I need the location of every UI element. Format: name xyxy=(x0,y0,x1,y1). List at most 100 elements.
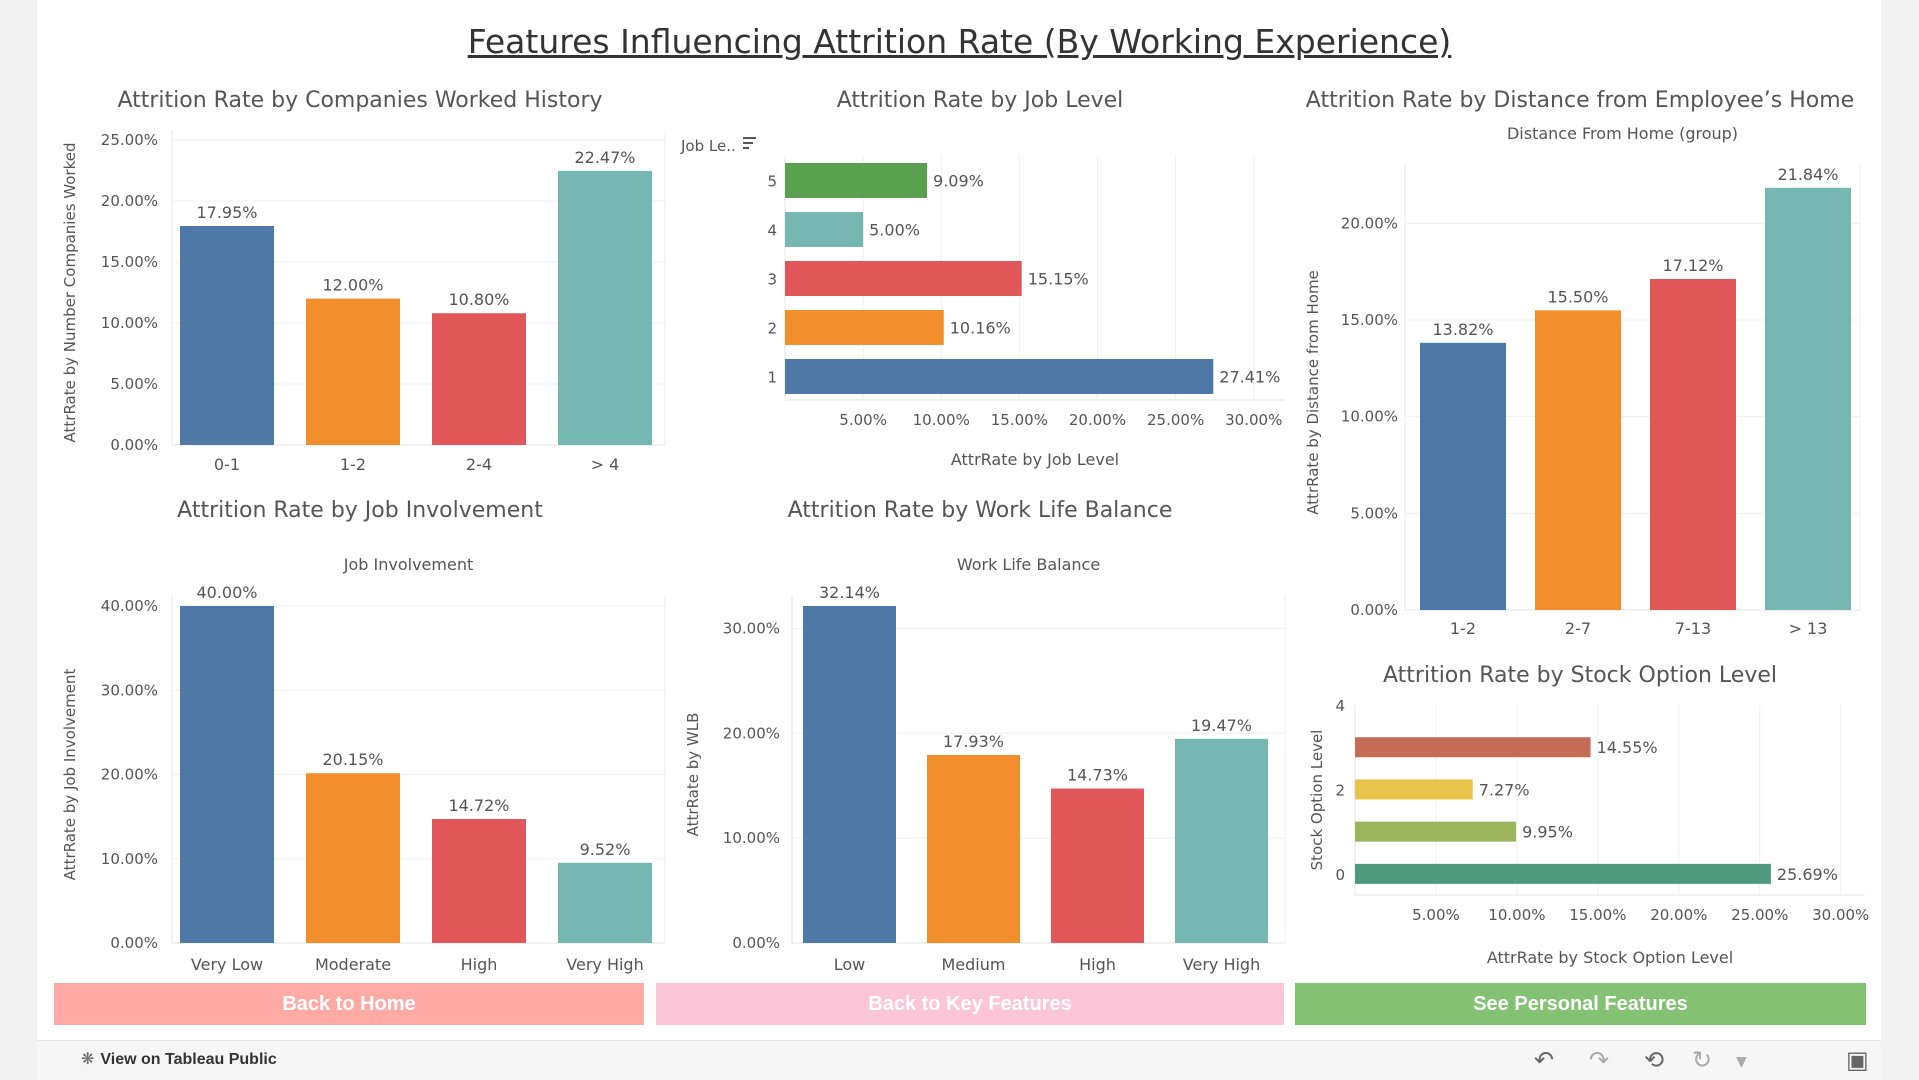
wlb-data-label: 19.47% xyxy=(1191,716,1252,735)
joblevel-x-tick-label: 30.00% xyxy=(1225,411,1282,429)
wlb-category-label: High xyxy=(1079,955,1116,974)
joblevel-x-tick-label: 20.00% xyxy=(1069,411,1126,429)
distance-y-tick-label: 20.00% xyxy=(1341,214,1398,232)
involvement-bar xyxy=(180,606,274,943)
companies-y-tick-label: 0.00% xyxy=(110,436,158,454)
wlb-bar xyxy=(803,606,896,943)
joblevel-data-label: 10.16% xyxy=(950,319,1011,338)
joblevel-x-axis-title: AttrRate by Job Level xyxy=(951,450,1119,469)
view-on-tableau-public-link[interactable]: ❋ View on Tableau Public xyxy=(81,1049,277,1069)
stock-y-tick-label: 0 xyxy=(1335,866,1345,884)
companies-category-label: 2-4 xyxy=(466,455,492,474)
distance-group: 0.00% 5.00% 10.00% 15.00% 20.00% 13.82% 1-2 15.… xyxy=(1304,124,1861,638)
distance-category-label: 1-2 xyxy=(1450,619,1476,638)
stock-y-axis-title: Stock Option Level xyxy=(1308,730,1326,871)
fullscreen-icon[interactable]: ▣ xyxy=(1846,1046,1869,1074)
involvement-data-label: 40.00% xyxy=(196,583,257,602)
back-to-home-button[interactable]: Back to Home xyxy=(54,983,644,1025)
wlb-y-axis-title: AttrRate by WLB xyxy=(684,713,702,837)
involvement-bar xyxy=(306,773,400,943)
wlb-subtitle: Work Life Balance xyxy=(957,555,1100,574)
distance-category-label: > 13 xyxy=(1789,619,1828,638)
involvement-data-label: 20.15% xyxy=(322,750,383,769)
stock-bar xyxy=(1355,863,1771,884)
companies-category-label: 1-2 xyxy=(340,455,366,474)
revert-icon[interactable]: ⟲ xyxy=(1644,1046,1665,1074)
stock-x-tick-label: 20.00% xyxy=(1650,906,1707,924)
companies-data-label: 12.00% xyxy=(322,276,383,295)
distance-bar xyxy=(1650,279,1736,610)
wlb-y-tick-label: 0.00% xyxy=(732,934,780,952)
involvement-category-label: Very Low xyxy=(191,955,263,974)
distance-data-label: 21.84% xyxy=(1777,165,1838,184)
companies-bar xyxy=(558,170,652,445)
stock-x-tick-label: 25.00% xyxy=(1731,906,1788,924)
distance-bar xyxy=(1535,310,1621,610)
refresh-icon[interactable]: ↻ xyxy=(1692,1046,1713,1074)
companies-bar xyxy=(432,313,526,445)
dashboard-title: Features Influencing Attrition Rate (By … xyxy=(467,22,1452,61)
companies-y-tick-label: 20.00% xyxy=(101,192,158,210)
stock-data-label: 14.55% xyxy=(1597,738,1658,757)
companies-data-label: 22.47% xyxy=(574,148,635,167)
joblevel-category-label: 1 xyxy=(767,369,777,387)
joblevel-category-label: 3 xyxy=(767,271,777,289)
stock-group: 5.00% 10.00% 15.00% 20.00% 25.00% 30.00% 0 2 4 14… xyxy=(1308,697,1869,967)
wlb-y-tick-label: 20.00% xyxy=(723,724,780,742)
chart-title-stock-option: Attrition Rate by Stock Option Level xyxy=(1383,663,1777,688)
involvement-bar xyxy=(432,818,526,943)
companies-y-axis-title: AttrRate by Number Companies Worked xyxy=(61,143,79,443)
companies-y-tick-label: 15.00% xyxy=(101,253,158,271)
see-personal-features-button[interactable]: See Personal Features xyxy=(1295,983,1866,1025)
stock-x-axis-title: AttrRate by Stock Option Level xyxy=(1487,948,1733,967)
joblevel-data-label: 5.00% xyxy=(869,221,920,240)
stock-data-label: 25.69% xyxy=(1777,865,1838,884)
companies-category-label: > 4 xyxy=(591,455,620,474)
distance-y-tick-label: 10.00% xyxy=(1341,408,1398,426)
joblevel-bar xyxy=(785,310,944,345)
companies-data-label: 10.80% xyxy=(448,290,509,309)
tableau-toolbar: ❋ View on Tableau Public ↶ ↷ ⟲ ↻ ▼ ▣ xyxy=(37,1040,1881,1080)
distance-y-axis-title: AttrRate by Distance from Home xyxy=(1304,270,1322,515)
redo-icon[interactable]: ↷ xyxy=(1589,1046,1610,1074)
wlb-data-label: 32.14% xyxy=(819,583,880,602)
back-to-key-features-button[interactable]: Back to Key Features xyxy=(656,983,1284,1025)
wlb-category-label: Medium xyxy=(942,955,1006,974)
distance-y-tick-label: 15.00% xyxy=(1341,311,1398,329)
stock-data-label: 7.27% xyxy=(1479,780,1530,799)
wlb-bar xyxy=(927,754,1020,943)
stock-bar xyxy=(1355,779,1473,800)
joblevel-data-label: 15.15% xyxy=(1028,270,1089,289)
chart-title-job-involvement: Attrition Rate by Job Involvement xyxy=(177,498,543,523)
joblevel-group: 5.00% 10.00% 15.00% 20.00% 25.00% 30.00%9.09%… xyxy=(680,137,1285,469)
stock-x-tick-label: 30.00% xyxy=(1812,906,1869,924)
wlb-data-label: 17.93% xyxy=(943,732,1004,751)
joblevel-bar xyxy=(785,212,864,247)
undo-icon[interactable]: ↶ xyxy=(1534,1046,1555,1074)
involvement-y-axis-title: AttrRate by Job Involvement xyxy=(61,669,79,881)
stock-x-tick-label: 15.00% xyxy=(1569,906,1626,924)
involvement-bar xyxy=(558,862,652,943)
distance-y-tick-label: 0.00% xyxy=(1350,601,1398,619)
involvement-category-label: Moderate xyxy=(315,955,391,974)
wlb-group: 0.00% 10.00% 20.00% 30.00% 32.14% Low 17.93% Me… xyxy=(684,555,1286,974)
joblevel-category-label: 2 xyxy=(767,320,777,338)
wlb-bar xyxy=(1175,738,1268,943)
joblevel-row-header: Job Le.. xyxy=(680,137,736,155)
wlb-y-tick-label: 30.00% xyxy=(723,619,780,637)
stock-x-tick-label: 5.00% xyxy=(1412,906,1460,924)
joblevel-category-label: 4 xyxy=(767,222,777,240)
joblevel-data-label: 27.41% xyxy=(1219,368,1280,387)
chart-title-work-life-balance: Attrition Rate by Work Life Balance xyxy=(787,498,1173,523)
dropdown-icon[interactable]: ▼ xyxy=(1736,1054,1747,1070)
wlb-category-label: Very High xyxy=(1183,955,1260,974)
involvement-y-tick-label: 30.00% xyxy=(101,681,158,699)
distance-subtitle: Distance From Home (group) xyxy=(1507,124,1738,143)
stock-y-tick-label: 4 xyxy=(1335,697,1345,715)
involvement-y-tick-label: 0.00% xyxy=(110,934,158,952)
companies-category-label: 0-1 xyxy=(214,455,240,474)
distance-y-tick-label: 5.00% xyxy=(1350,504,1398,522)
companies-y-tick-label: 5.00% xyxy=(110,375,158,393)
joblevel-x-tick-label: 15.00% xyxy=(991,411,1048,429)
